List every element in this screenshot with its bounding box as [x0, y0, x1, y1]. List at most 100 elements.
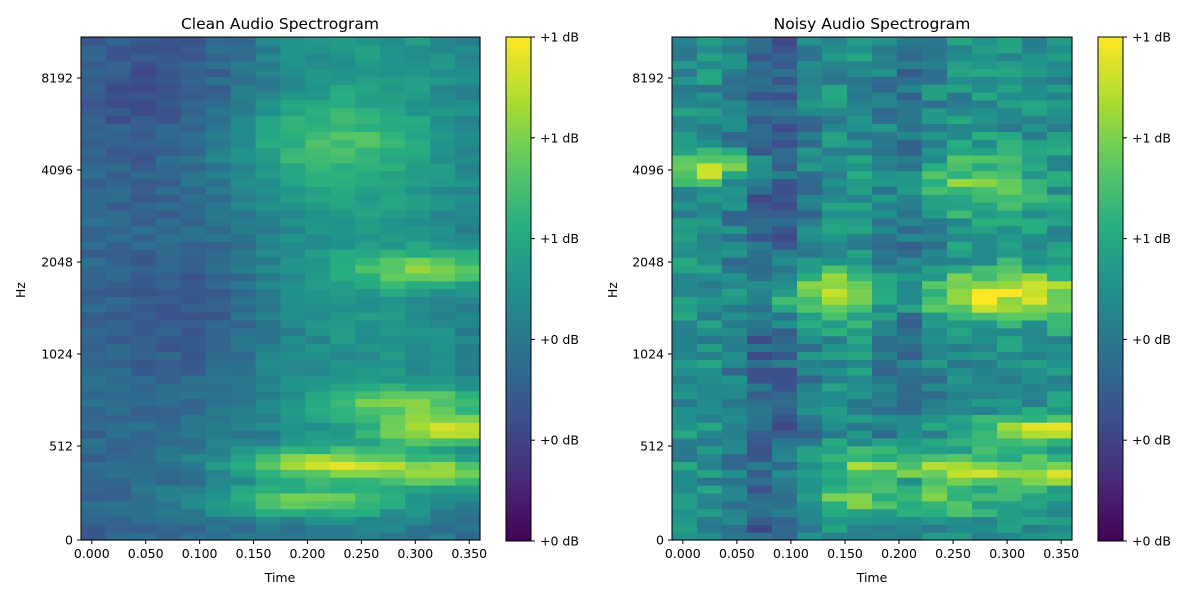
- heatmap-cell: [105, 390, 132, 400]
- heatmap-cell: [430, 68, 456, 77]
- heatmap-cell: [455, 532, 481, 541]
- heatmap-cell: [822, 406, 848, 415]
- heatmap-cell: [130, 288, 157, 297]
- heatmap-cell: [105, 84, 132, 93]
- heatmap-cell: [305, 500, 331, 510]
- heatmap-cell: [747, 367, 773, 376]
- heatmap-cell: [330, 390, 356, 400]
- heatmap-cell: [430, 139, 456, 148]
- heatmap-cell: [405, 374, 431, 384]
- heatmap-cell: [947, 272, 973, 282]
- heatmap-cell: [305, 139, 331, 148]
- heatmap-cell: [81, 288, 107, 297]
- heatmap-cell: [380, 170, 406, 180]
- heatmap-cell: [1022, 429, 1048, 439]
- heatmap-cell: [872, 288, 898, 297]
- heatmap-cell: [997, 422, 1023, 431]
- heatmap-cell: [797, 398, 823, 407]
- heatmap-cell: [1022, 296, 1048, 305]
- heatmap-cell: [797, 178, 823, 187]
- heatmap-cell: [722, 312, 748, 321]
- heatmap-cell: [1047, 437, 1073, 447]
- heatmap-cell: [822, 477, 848, 486]
- heatmap-cell: [355, 217, 381, 227]
- heatmap-cell: [430, 76, 456, 85]
- heatmap-cell: [897, 359, 923, 368]
- heatmap-cell: [355, 422, 381, 431]
- heatmap-cell: [81, 390, 107, 400]
- heatmap-cell: [405, 312, 431, 321]
- heatmap-cell: [380, 68, 406, 77]
- heatmap-cell: [672, 280, 698, 290]
- heatmap-cell: [230, 139, 257, 148]
- heatmap-cell: [722, 225, 748, 235]
- heatmap-cell: [847, 249, 873, 258]
- heatmap-cell: [772, 37, 798, 46]
- heatmap-cell: [280, 422, 307, 431]
- y-tick-label: 2048: [41, 255, 73, 270]
- heatmap-cell: [380, 249, 406, 258]
- heatmap-cell: [180, 44, 207, 54]
- heatmap-cell: [330, 272, 356, 282]
- heatmap-cell: [405, 343, 431, 352]
- heatmap-cell: [180, 374, 207, 384]
- heatmap-cell: [972, 461, 998, 470]
- heatmap-cell: [672, 241, 698, 250]
- heatmap-cell: [230, 398, 257, 407]
- heatmap-cell: [872, 37, 898, 46]
- heatmap-cell: [1022, 461, 1048, 470]
- heatmap-cell: [947, 422, 973, 431]
- heatmap-cell: [305, 178, 331, 187]
- heatmap-cell: [355, 84, 381, 93]
- heatmap-cell: [922, 147, 948, 156]
- heatmap-cell: [897, 241, 923, 250]
- heatmap-cell: [330, 296, 356, 305]
- heatmap-cell: [847, 68, 873, 77]
- heatmap-cell: [205, 147, 232, 156]
- heatmap-cell: [1022, 477, 1048, 486]
- colorbar-tick-label: +1 dB: [540, 30, 579, 45]
- heatmap-cell: [205, 477, 232, 486]
- heatmap-cell: [205, 359, 232, 368]
- heatmap-cell: [722, 477, 748, 486]
- heatmap-cell: [155, 60, 182, 70]
- heatmap-cell: [722, 335, 748, 345]
- heatmap-cell: [130, 335, 157, 345]
- heatmap-cell: [747, 304, 773, 313]
- heatmap-cell: [330, 241, 356, 250]
- heatmap-cell: [672, 508, 698, 518]
- heatmap-cell: [280, 524, 307, 533]
- heatmap-cell: [405, 68, 431, 77]
- heatmap-cell: [455, 359, 481, 368]
- heatmap-cell: [255, 52, 282, 62]
- x-tick-label: 0.250: [343, 546, 379, 561]
- heatmap-cell: [822, 445, 848, 455]
- heatmap-cell: [847, 186, 873, 195]
- heatmap-cell: [305, 44, 331, 54]
- heatmap-cell: [130, 264, 157, 274]
- heatmap-cell: [130, 414, 157, 423]
- heatmap-cell: [255, 280, 282, 290]
- heatmap-cell: [772, 398, 798, 407]
- heatmap-cell: [155, 343, 182, 352]
- heatmap-cell: [255, 437, 282, 447]
- heatmap-cell: [847, 532, 873, 541]
- heatmap-cell: [205, 469, 232, 478]
- x-axis-ticks: 0.000 0.050 0.100 0.150 0.200 0.250 0.300 0.350: [74, 540, 487, 561]
- heatmap-cell: [330, 359, 356, 368]
- heatmap-cell: [947, 92, 973, 101]
- heatmap-cell: [105, 115, 132, 125]
- heatmap-cell: [747, 453, 773, 463]
- heatmap-cell: [205, 186, 232, 195]
- heatmap-cell: [355, 382, 381, 392]
- heatmap-cell: [922, 312, 948, 321]
- heatmap-cell: [1047, 217, 1073, 227]
- heatmap-cell: [355, 374, 381, 384]
- heatmap-cell: [797, 44, 823, 54]
- heatmap-cell: [797, 202, 823, 211]
- heatmap-cell: [380, 123, 406, 132]
- heatmap-cell: [430, 107, 456, 117]
- heatmap-cell: [105, 139, 132, 148]
- heatmap-cell: [255, 170, 282, 180]
- heatmap-cell: [997, 453, 1023, 463]
